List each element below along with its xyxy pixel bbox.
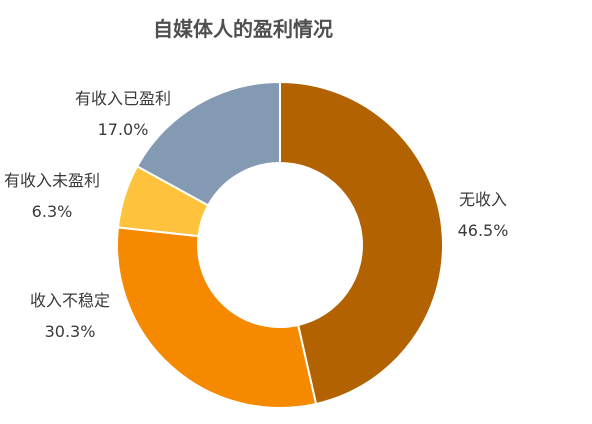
slice-value-label-4: 17.0% — [98, 120, 149, 139]
slices-layer — [116, 80, 444, 409]
slice-4 — [135, 80, 281, 207]
slice-label-1: 无收入 — [459, 190, 507, 209]
slice-label-2: 收入不稳定 — [30, 291, 110, 310]
slice-label-3: 有收入未盈利 — [4, 171, 100, 190]
slice-2 — [116, 226, 318, 409]
slice-value-label-3: 6.3% — [32, 202, 73, 221]
slice-1 — [279, 80, 444, 406]
slice-value-label-1: 46.5% — [458, 221, 509, 240]
chart-title: 自媒体人的盈利情况 — [153, 17, 333, 41]
slice-label-4: 有收入已盈利 — [75, 89, 171, 108]
slice-value-label-2: 30.3% — [45, 322, 96, 341]
labels-layer: 无收入 46.5% 收入不稳定 30.3% 有收入未盈利 6.3% 有收入已盈利 17.0% — [4, 89, 508, 341]
